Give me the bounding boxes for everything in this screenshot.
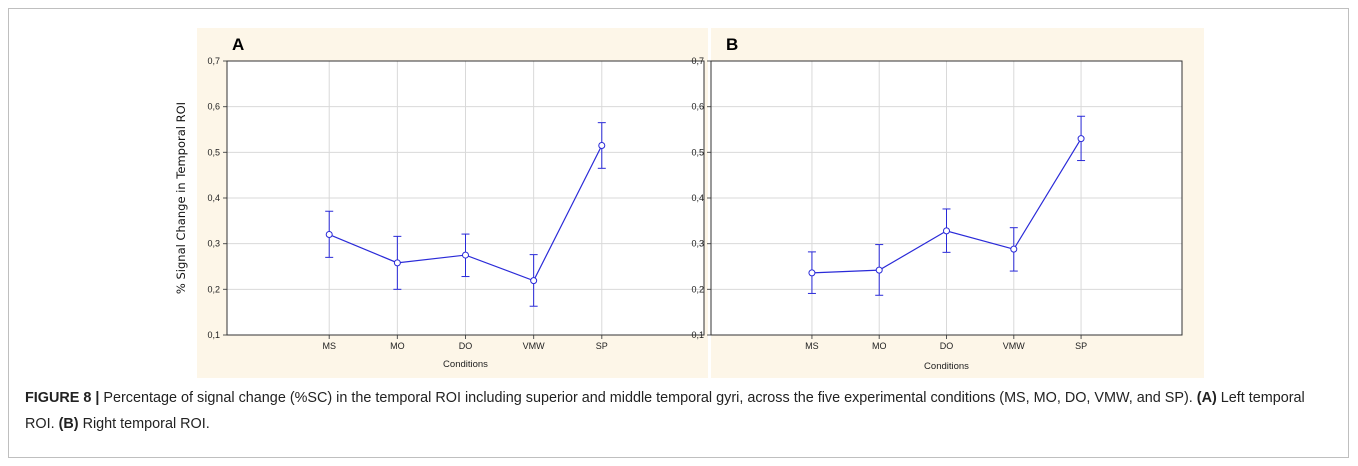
data-point	[393, 259, 401, 267]
data-point	[875, 266, 883, 274]
figure-caption: FIGURE 8 | Percentage of signal change (…	[25, 385, 1335, 437]
y-tick-label: 0,5	[691, 147, 704, 157]
caption-main-text: Percentage of signal change (%SC) in the…	[99, 390, 1197, 406]
x-tick-label: SP	[1075, 341, 1087, 351]
x-axis-label: Conditions	[924, 361, 969, 372]
data-point	[808, 269, 816, 277]
figure-plots: 0,1 0,2 0,3 0,4 0,5 0,6 0,7 MS MO DO VMW SP A Conditi…	[174, 28, 1204, 378]
y-tick-label: 0,1	[691, 330, 704, 340]
panel-letter: A	[232, 35, 244, 54]
plot-border	[226, 60, 705, 336]
data-point	[462, 251, 469, 259]
y-tick-label: 0,4	[207, 193, 220, 203]
y-tick-label: 0,6	[691, 102, 704, 112]
plot-border	[710, 60, 1183, 336]
y-tick-label: 0,6	[207, 102, 220, 112]
x-tick-label: DO	[459, 341, 473, 351]
caption-a-label: (A)	[1196, 390, 1217, 406]
y-tick-label: 0,7	[691, 56, 704, 66]
data-point	[530, 277, 538, 285]
data-point	[1010, 245, 1018, 253]
y-tick-label: 0,4	[691, 193, 704, 203]
data-point	[1077, 135, 1085, 143]
data-point	[598, 141, 606, 149]
x-tick-label: MO	[390, 341, 405, 351]
y-tick-label: 0,3	[207, 239, 220, 249]
y-tick-label: 0,2	[207, 284, 220, 294]
data-point	[943, 227, 950, 235]
y-tick-label: 0,2	[691, 284, 704, 294]
x-tick-label: DO	[940, 341, 954, 351]
x-axis-label: Conditions	[443, 359, 488, 370]
x-tick-label: SP	[596, 341, 608, 351]
chart-panel-b: 0,1 0,2 0,3 0,4 0,5 0,6 0,7 MS MO DO VMW SP B Conditi…	[691, 28, 1204, 378]
y-tick-label: 0,3	[691, 239, 704, 249]
data-point	[325, 231, 333, 239]
x-tick-label: MS	[322, 341, 336, 351]
caption-label: FIGURE 8 |	[25, 390, 100, 406]
y-tick-label: 0,7	[207, 56, 220, 66]
y-tick-label: 0,1	[207, 330, 220, 340]
y-axis-label: % Signal Change in Temporal ROI	[174, 102, 188, 294]
y-tick-label: 0,5	[207, 147, 220, 157]
caption-b-label: (B)	[58, 416, 79, 432]
x-tick-label: VMW	[1003, 341, 1026, 351]
chart-panel-a: 0,1 0,2 0,3 0,4 0,5 0,6 0,7 MS MO DO VMW SP A Conditi…	[174, 28, 708, 378]
caption-b-text: Right temporal ROI.	[78, 416, 210, 432]
panel-letter: B	[726, 35, 738, 54]
x-tick-label: MO	[872, 341, 887, 351]
x-tick-label: VMW	[523, 341, 546, 351]
x-tick-label: MS	[805, 341, 819, 351]
caption-a-text: Left temporal ROI.	[25, 390, 1305, 432]
